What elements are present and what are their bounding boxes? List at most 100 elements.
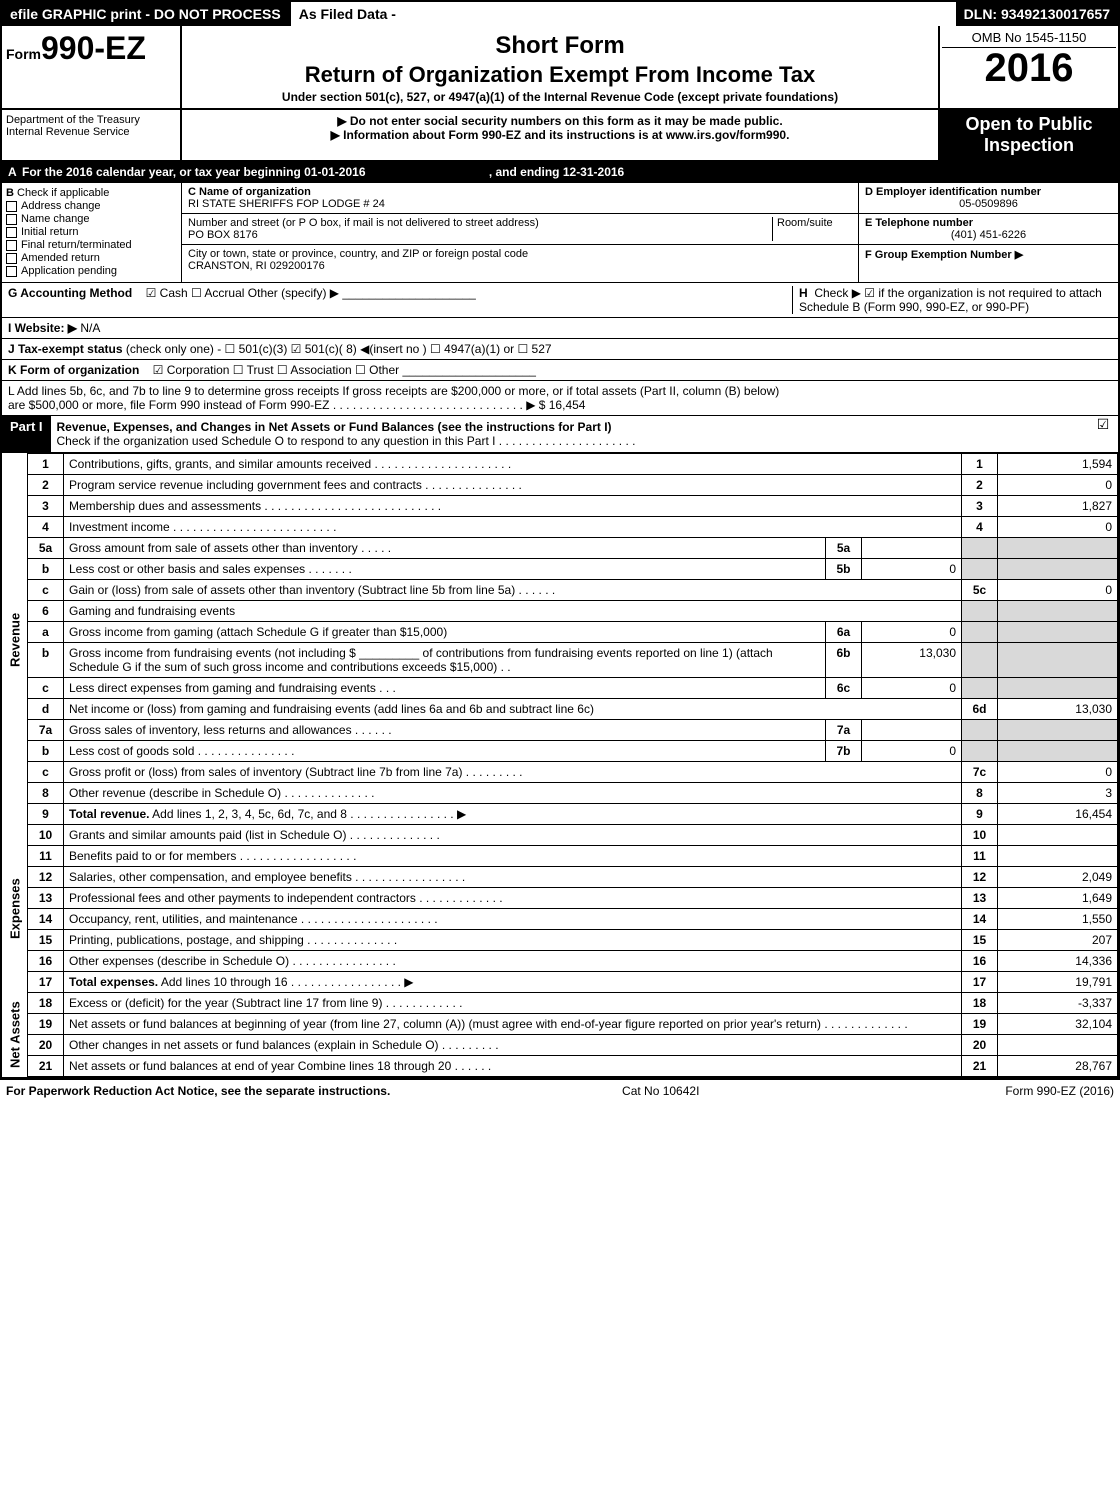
footer-mid: Cat No 10642I	[510, 1084, 812, 1098]
treasury-label: Department of the Treasury	[6, 114, 176, 126]
rval: 0	[998, 517, 1118, 538]
section-a-header: A For the 2016 calendar year, or tax yea…	[2, 162, 1118, 183]
line-desc: Gaming and fundraising events	[64, 601, 962, 622]
chk-amended[interactable]: Amended return	[6, 252, 177, 264]
mid-num: 6c	[826, 678, 862, 699]
rval-shaded	[998, 741, 1118, 762]
line-desc: Grants and similar amounts paid (list in…	[64, 825, 962, 846]
rval: -3,337	[998, 993, 1118, 1014]
line-row: bLess cost or other basis and sales expe…	[2, 559, 1118, 580]
line-number: 4	[28, 517, 64, 538]
line-row: cLess direct expenses from gaming and fu…	[2, 678, 1118, 699]
row-gh: G Accounting Method ☑ Cash ☐ Accrual Oth…	[2, 283, 1118, 318]
chk-app-pending[interactable]: Application pending	[6, 265, 177, 277]
rval: 3	[998, 783, 1118, 804]
line-desc: Net assets or fund balances at end of ye…	[64, 1056, 962, 1077]
line-desc: Other changes in net assets or fund bala…	[64, 1035, 962, 1056]
rnum-shaded	[962, 741, 998, 762]
dept-left: Department of the Treasury Internal Reve…	[2, 110, 182, 160]
line-desc: Gross income from fundraising events (no…	[64, 643, 826, 678]
note2: ▶ Information about Form 990-EZ and its …	[190, 128, 930, 142]
rval	[998, 825, 1118, 846]
a-text: For the 2016 calendar year, or tax year …	[22, 165, 366, 179]
rnum-shaded	[962, 538, 998, 559]
col-b: B Check if applicable Address change Nam…	[2, 183, 182, 282]
a-label: A	[8, 165, 22, 179]
mid-num: 6b	[826, 643, 862, 678]
h-label: H	[799, 286, 808, 300]
short-form-title: Short Form	[190, 32, 930, 60]
line-desc: Less cost or other basis and sales expen…	[64, 559, 826, 580]
line-row: bGross income from fundraising events (n…	[2, 643, 1118, 678]
line-row: 7aGross sales of inventory, less returns…	[2, 720, 1118, 741]
line-number: 1	[28, 454, 64, 475]
line-row: 3Membership dues and assessments . . . .…	[2, 496, 1118, 517]
line-number: b	[28, 559, 64, 580]
line-desc: Less cost of goods sold . . . . . . . . …	[64, 741, 826, 762]
line-desc: Program service revenue including govern…	[64, 475, 962, 496]
irs-label: Internal Revenue Service	[6, 126, 176, 138]
line-row: 19Net assets or fund balances at beginni…	[2, 1014, 1118, 1035]
form-number: 990-EZ	[41, 30, 146, 66]
line-row: 17Total expenses. Add lines 10 through 1…	[2, 972, 1118, 993]
c-city: CRANSTON, RI 029200176	[188, 260, 852, 272]
c-name-row: C Name of organization RI STATE SHERIFFS…	[182, 183, 858, 214]
line-number: 2	[28, 475, 64, 496]
line-desc: Gross amount from sale of assets other t…	[64, 538, 826, 559]
row-k: K Form of organization ☑ Corporation ☐ T…	[2, 360, 1118, 381]
part1-label: Part I	[2, 416, 51, 452]
row-l: L Add lines 5b, 6c, and 7b to line 9 to …	[2, 381, 1118, 416]
rval: 19,791	[998, 972, 1118, 993]
line-desc: Excess or (deficit) for the year (Subtra…	[64, 993, 962, 1014]
rnum: 5c	[962, 580, 998, 601]
line-row: 14Occupancy, rent, utilities, and mainte…	[2, 909, 1118, 930]
line-number: 10	[28, 825, 64, 846]
line-desc: Investment income . . . . . . . . . . . …	[64, 517, 962, 538]
mid-num: 5a	[826, 538, 862, 559]
header-center: Short Form Return of Organization Exempt…	[182, 26, 938, 108]
line-number: 14	[28, 909, 64, 930]
a-end: , and ending 12-31-2016	[489, 165, 624, 179]
omb-number: OMB No 1545-1150	[942, 28, 1116, 48]
line-desc: Net assets or fund balances at beginning…	[64, 1014, 962, 1035]
rnum-shaded	[962, 720, 998, 741]
line-row: 6Gaming and fundraising events	[2, 601, 1118, 622]
rnum: 17	[962, 972, 998, 993]
c-label: C Name of organization	[188, 186, 311, 198]
mid-num: 7a	[826, 720, 862, 741]
room-label: Room/suite	[772, 217, 852, 241]
rval: 13,030	[998, 699, 1118, 720]
chk-address-change[interactable]: Address change	[6, 200, 177, 212]
line-number: 3	[28, 496, 64, 517]
rval-shaded	[998, 559, 1118, 580]
lines-table: Revenue1Contributions, gifts, grants, an…	[2, 453, 1118, 1077]
k-label: K Form of organization	[8, 363, 139, 377]
rnum: 19	[962, 1014, 998, 1035]
phone: (401) 451-6226	[865, 229, 1112, 241]
line-row: 5aGross amount from sale of assets other…	[2, 538, 1118, 559]
part1-title: Revenue, Expenses, and Changes in Net As…	[51, 416, 1088, 452]
line-number: b	[28, 643, 64, 678]
line-number: a	[28, 622, 64, 643]
chk-initial-return[interactable]: Initial return	[6, 226, 177, 238]
rnum-shaded	[962, 678, 998, 699]
rnum-shaded	[962, 622, 998, 643]
i-val: N/A	[80, 321, 100, 335]
line-desc: Benefits paid to or for members . . . . …	[64, 846, 962, 867]
line-number: 5a	[28, 538, 64, 559]
chk-name-change[interactable]: Name change	[6, 213, 177, 225]
line-desc: Salaries, other compensation, and employ…	[64, 867, 962, 888]
note1: ▶ Do not enter social security numbers o…	[190, 114, 930, 128]
line-row: aGross income from gaming (attach Schedu…	[2, 622, 1118, 643]
line-desc: Net income or (loss) from gaming and fun…	[64, 699, 962, 720]
line-number: c	[28, 678, 64, 699]
line-desc: Total revenue. Add lines 1, 2, 3, 4, 5c,…	[64, 804, 962, 825]
line-desc: Professional fees and other payments to …	[64, 888, 962, 909]
rval: 2,049	[998, 867, 1118, 888]
mid-num: 7b	[826, 741, 862, 762]
rnum: 20	[962, 1035, 998, 1056]
rnum: 4	[962, 517, 998, 538]
line-number: 6	[28, 601, 64, 622]
chk-final-return[interactable]: Final return/terminated	[6, 239, 177, 251]
line-number: 21	[28, 1056, 64, 1077]
